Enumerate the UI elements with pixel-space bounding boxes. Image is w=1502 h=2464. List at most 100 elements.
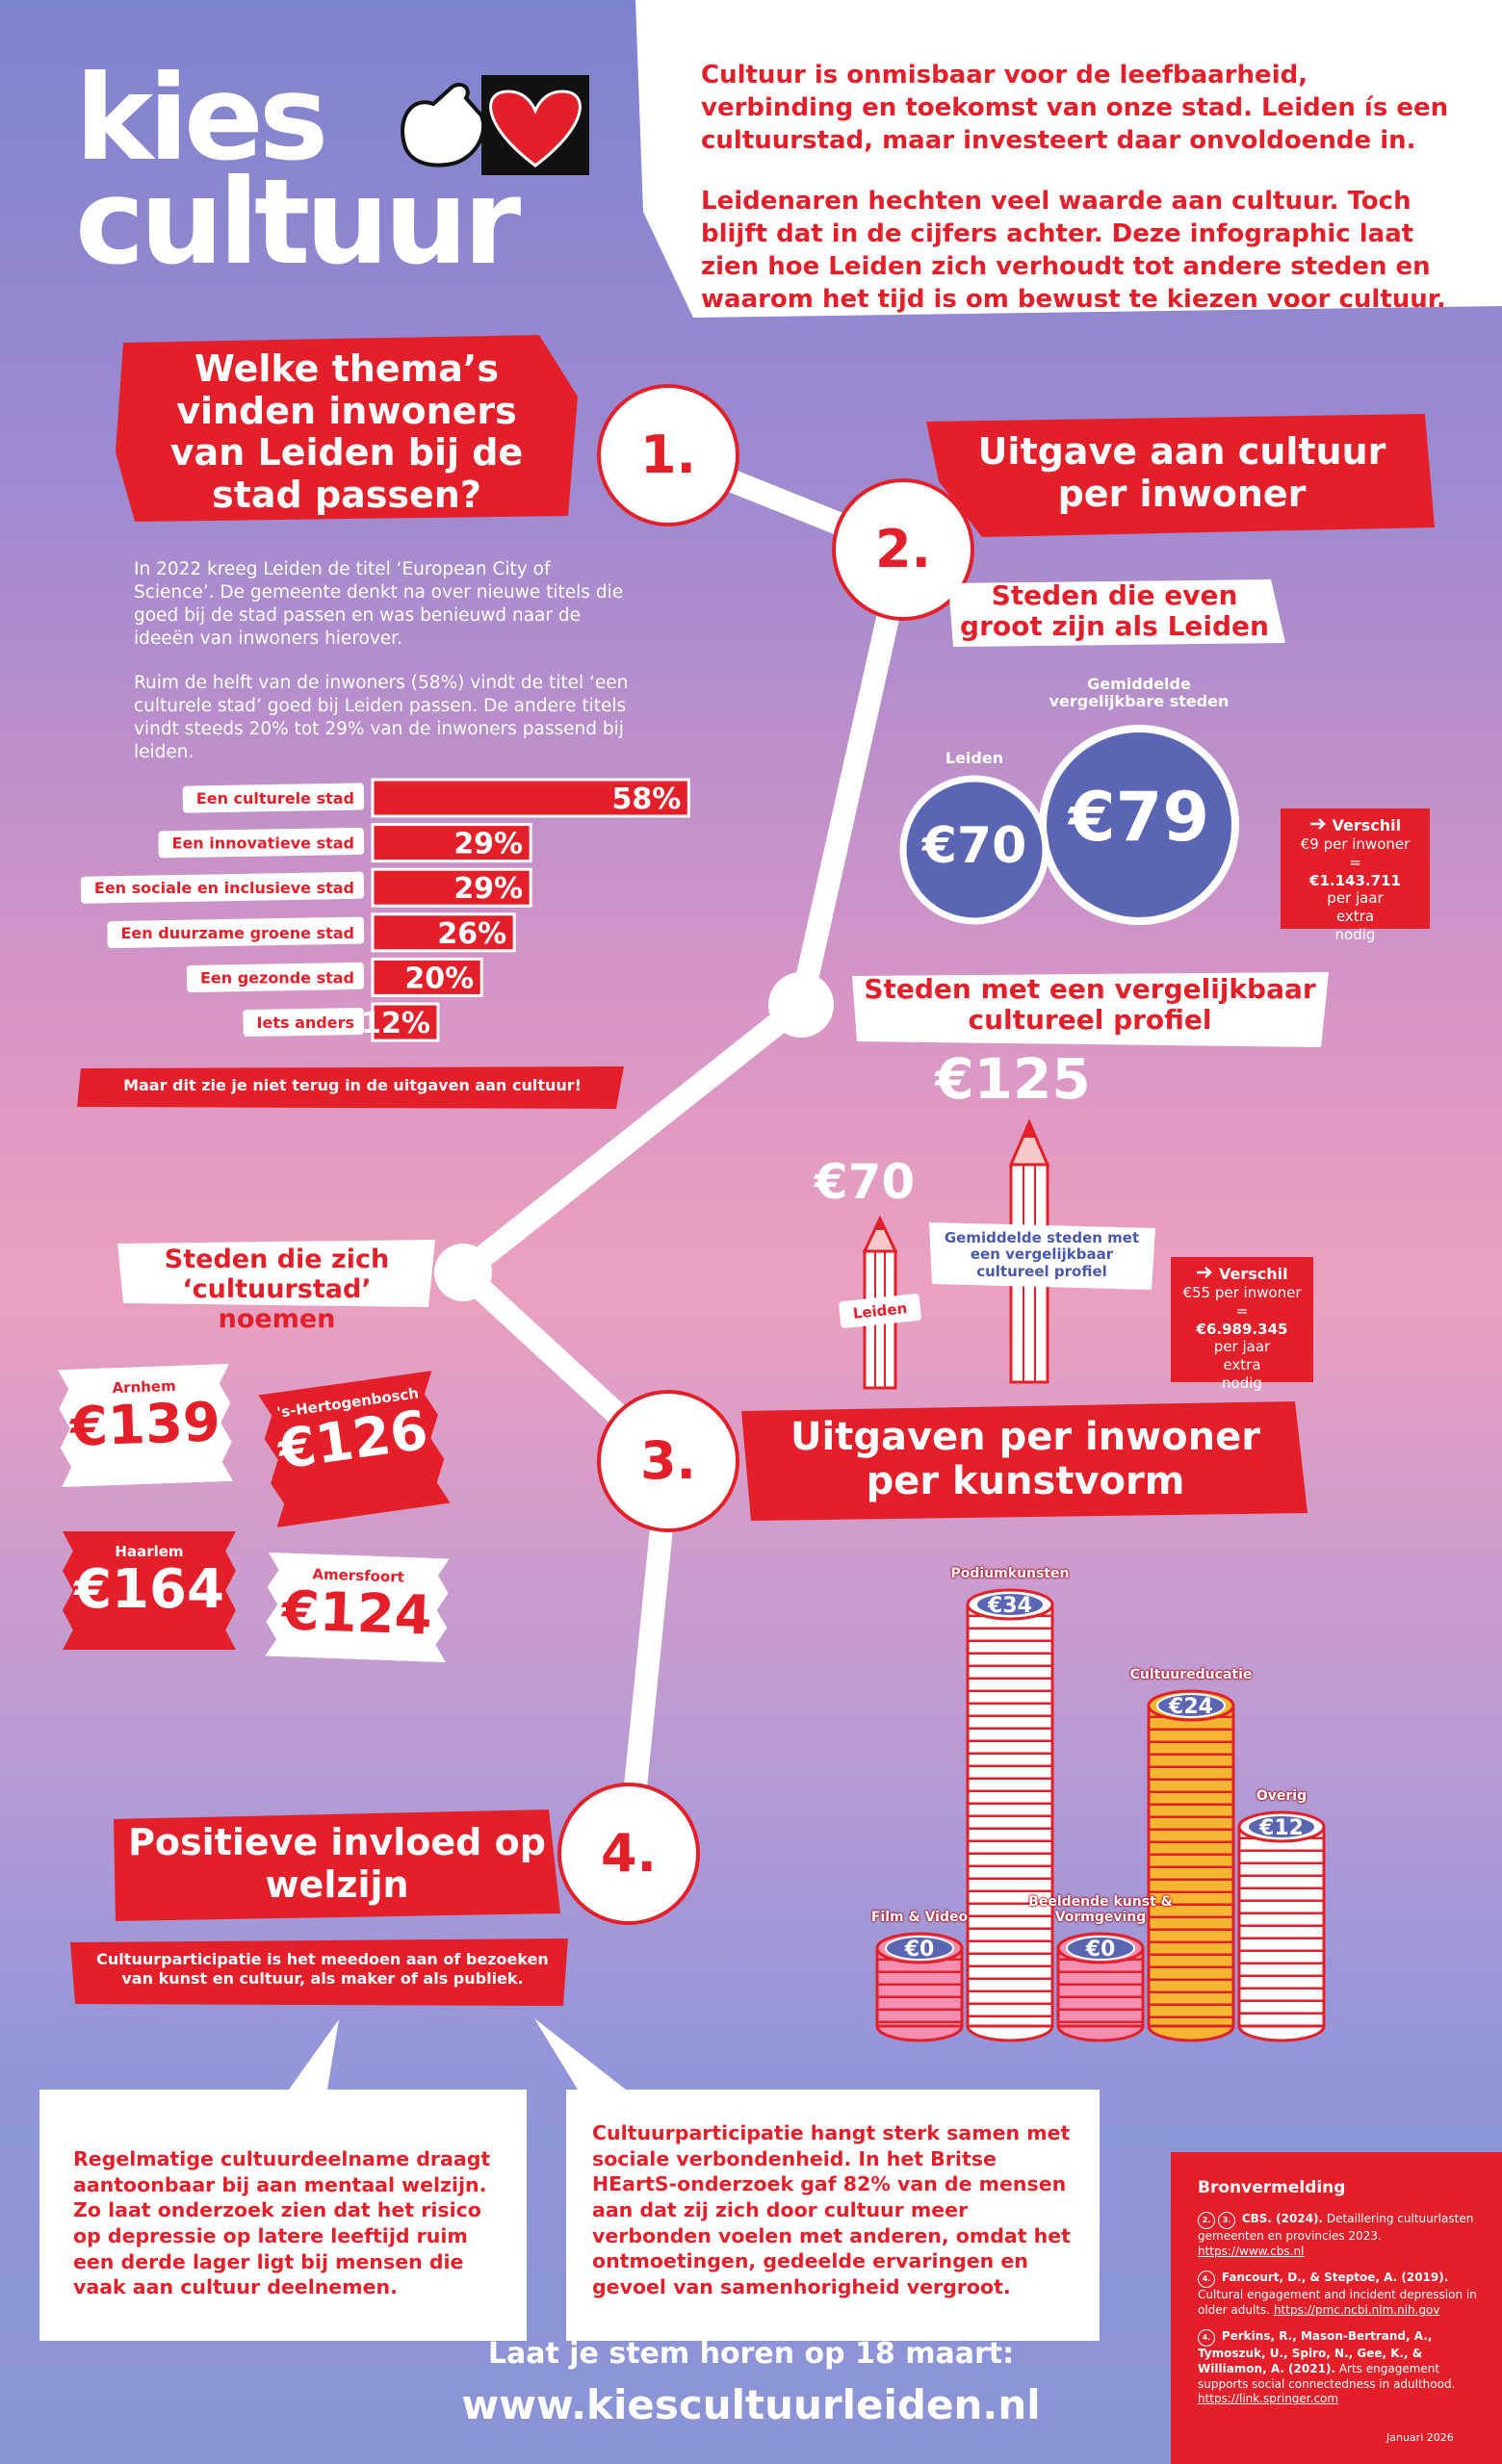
pencil-value: €125 [935,1046,1091,1112]
value-label: 26% [437,917,506,951]
badge: 4. [1198,2271,1215,2289]
source-text: Arts engagement supports social connecte… [1198,2362,1456,2391]
category-label: Een gezonde stad [200,968,354,987]
circle-label: Gemiddelde vergelijkbare steden [1049,675,1230,710]
source-url[interactable]: https://www.cbs.nl [1198,2244,1305,2258]
coin-face [1066,1936,1135,1961]
call-to-action: Laat je stem horen op 18 maart: [487,2337,1015,2371]
bar [371,1002,440,1042]
difference: Verschil €9 per inwoner = €1.143.711 per… [1281,816,1430,944]
category-label: Podiumkunsten [950,1566,1070,1581]
arrow-icon [1197,1267,1213,1278]
bar [371,823,532,863]
coin-stack [1147,1704,1235,2028]
pencil-value: €70 [814,1154,916,1210]
category-pill [107,916,365,949]
coin-face [1156,1693,1226,1718]
source-url[interactable]: https://pmc.ncbi.nlm.nih.gov [1273,2302,1440,2317]
label-box [929,1222,1155,1290]
value-label: €34 [987,1594,1032,1618]
step-number: 1. [639,424,697,485]
speech-bubble [534,2018,1100,2341]
paragraph: In 2022 kreeg Leiden de titel ‘European … [134,559,624,650]
difference-equals: = [1349,853,1361,871]
subtitle: Steden die zich ‘cultuurstad’ noemen [164,1245,390,1335]
bar [371,957,483,997]
banner [852,972,1329,1047]
logo-text: cultuur [75,154,521,291]
citation: Fancourt, D., & Steptoe, A. (2019). [1221,2271,1449,2285]
section-text: In 2022 kreeg Leiden de titel ‘European … [134,558,634,785]
value-label: €24 [1168,1695,1213,1719]
difference-title: Verschil [1171,1265,1313,1284]
value-label: 12% [361,1007,430,1040]
section-title: Uitgave aan cultuur per inwoner [977,430,1386,515]
difference-box [1171,1257,1313,1382]
difference-total: €6.989.345 [1196,1320,1288,1338]
step-circle [832,478,974,621]
category-pill [158,827,365,859]
banner [77,1066,624,1109]
ticket: Haarlem €164 [63,1531,236,1650]
banner [70,1938,568,2006]
difference-title-text: Verschil [1332,816,1402,834]
bar [371,912,516,953]
city-value: €164 [74,1558,224,1621]
banner [114,1810,560,1921]
definition: Cultuurparticipatie is het meedoen aan o… [96,1950,549,1988]
coin-face [885,1936,954,1961]
badge: 2. [1198,2212,1215,2230]
subtitle: Steden die even groot zijn als Leiden [960,579,1269,643]
leiden-circle [899,775,1049,925]
city-value: €124 [280,1579,433,1648]
difference: Verschil €55 per inwoner = €6.989.345 pe… [1171,1265,1313,1393]
pencil-label: Gemiddelde steden met een vergelijkbaar … [944,1229,1140,1280]
bubble-text: Regelmatige cultuurdeelname draagt aanto… [73,2147,491,2299]
city-name: Haarlem [115,1543,184,1560]
banner [741,1401,1308,1521]
bar [371,867,532,908]
category-label: Een sociale en inclusieve stad [94,879,354,897]
difference-equals: = [1235,1301,1249,1320]
step-number: 3. [639,1430,697,1491]
ticket: Amersfoort €124 [265,1553,450,1662]
paragraph: Ruim de helft van de inwoners (58%) vind… [134,673,629,763]
value-label: 29% [453,872,523,906]
intro: Cultuur is onmisbaar voor de leefbaarhei… [701,60,1452,346]
category-pill [186,962,365,992]
website[interactable]: www.kiescultuurleiden.nl [461,2381,1041,2428]
value-label: 29% [453,828,523,861]
difference-total: €1.143.711 [1309,871,1401,889]
sources-title: Bronvermelding [1198,2178,1346,2197]
source-url[interactable]: https://link.springer.com [1198,2392,1339,2406]
category-label: Cultuureducatie [1129,1667,1253,1682]
category-label: Beeldende kunst & Vormgeving [1028,1894,1173,1925]
label-pill [839,1294,921,1328]
step-number: 2. [874,519,932,579]
coin-face [1247,1814,1316,1839]
difference-per-resident: €9 per inwoner [1300,835,1411,853]
difference-note: per jaar extra nodig [1213,1338,1271,1392]
step-circle [597,1390,739,1532]
value-label: €0 [1085,1938,1116,1962]
category-pill [80,871,365,904]
badge: 4. [1198,2329,1215,2348]
value-label: €0 [904,1938,935,1962]
value-label: 20% [404,962,474,995]
source-item: 4. Fancourt, D., & Steptoe, A. (2019). C… [1198,2271,1477,2318]
road-dot [434,1244,492,1301]
circle-value: €70 [921,817,1027,875]
source-item: 2. 3. CBS. (2024). Detaillering cultuurla… [1198,2212,1477,2259]
banner [948,579,1285,647]
coin-face [975,1592,1045,1617]
sources-box [1171,2152,1502,2464]
citation: CBS. (2024). [1241,2212,1324,2226]
intro-paragraph: Leidenaren hechten veel waarde aan cultu… [701,187,1446,314]
coin-stack [966,1603,1054,2028]
step-circle [557,1783,700,1925]
section-title: Uitgaven per inwoner per kunstvorm [790,1415,1260,1503]
source-item: 4. Perkins, R., Mason-Bertrand, A., Tymo… [1198,2329,1477,2406]
circle-label: Leiden [945,749,1004,767]
section-title: Welke thema’s vinden inwoners van Leiden… [169,347,524,517]
